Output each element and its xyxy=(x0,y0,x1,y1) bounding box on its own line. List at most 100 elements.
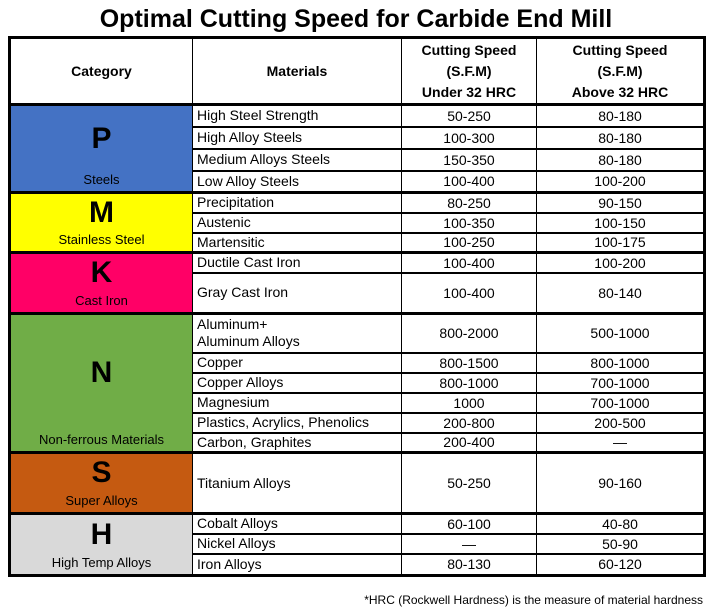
speed-under-32hrc-cell: 200-400 xyxy=(401,431,537,454)
speed-above-32hrc-cell: 80-140 xyxy=(536,271,705,315)
material-name-cell: Ductile Cast Iron xyxy=(192,251,402,274)
category-letter: P xyxy=(91,121,112,155)
speed-above-32hrc-cell: 80-180 xyxy=(536,125,705,150)
speed-above-32hrc-cell: 700-1000 xyxy=(536,371,705,394)
speed-under-32hrc-cell: 60-100 xyxy=(401,512,537,535)
table-row: P Steels High Steel Strength 50-250 80-180 xyxy=(9,103,705,194)
material-name-cell: Magnesium xyxy=(192,391,402,414)
table-row: Copper 800-1500 800-1000 xyxy=(10,351,705,374)
table-row: N Non-ferrous Materials Aluminum+ Aluminum… xyxy=(9,312,705,454)
category-letter: K xyxy=(90,256,113,289)
material-name-cell: Plastics, Acrylics, Phenolics xyxy=(192,411,402,434)
speed-under-32hrc-cell: 1000 xyxy=(401,391,537,414)
speed-above-32hrc-cell: 60-120 xyxy=(536,552,705,577)
speed-under-32hrc-cell: 50-250 xyxy=(401,451,537,515)
material-name-cell: High Alloy Steels xyxy=(192,125,402,150)
table-row: H High Temp Alloys Cobalt Alloys 60-100 40-8… xyxy=(9,512,705,577)
material-name-cell: Austenic xyxy=(192,211,402,234)
category-cell-n: N Non-ferrous Materials xyxy=(9,312,193,454)
table-row: Austenic 100-350 100-150 xyxy=(10,211,705,234)
material-name-cell: Medium Alloys Steels xyxy=(192,147,402,172)
material-name-cell: Gray Cast Iron xyxy=(192,271,402,315)
speed-under-32hrc-cell: 100-400 xyxy=(401,251,537,274)
table-row: Low Alloy Steels 100-400 100-200 xyxy=(10,169,705,194)
speed-above-32hrc-cell: 800-1000 xyxy=(536,351,705,374)
speed-above-32hrc-cell: 80-180 xyxy=(536,103,705,128)
speed-above-32hrc-cell: 90-160 xyxy=(536,451,705,515)
speed-under-32hrc-cell: 150-350 xyxy=(401,147,537,172)
category-cell-m: M Stainless Steel xyxy=(9,191,193,254)
category-name: Stainless Steel xyxy=(58,232,145,247)
table-row: Gray Cast Iron 100-400 80-140 xyxy=(10,271,705,315)
header-cell-materials: Materials xyxy=(192,36,402,106)
speed-under-32hrc-cell: 100-250 xyxy=(401,231,537,254)
page-title: Optimal Cutting Speed for Carbide End Mi… xyxy=(99,5,613,33)
table-row: High Alloy Steels 100-300 80-180 xyxy=(10,125,705,150)
table-row: Magnesium 1000 700-1000 xyxy=(10,391,705,414)
speed-above-32hrc-cell: 100-175 xyxy=(536,231,705,254)
cutting-speed-table: Category Materials Cutting Speed (S.F.M)… xyxy=(8,36,706,577)
material-name-cell: Titanium Alloys xyxy=(192,451,402,515)
category-letter: N xyxy=(90,356,113,389)
material-name-cell: Iron Alloys xyxy=(192,552,402,577)
speed-above-32hrc-cell: 200-500 xyxy=(536,411,705,434)
material-name-cell: High Steel Strength xyxy=(192,103,402,128)
header-cell-category: Category xyxy=(9,36,193,106)
speed-above-32hrc-cell: 80-180 xyxy=(536,147,705,172)
table-row: Plastics, Acrylics, Phenolics 200-800 200-… xyxy=(10,411,705,434)
material-name-cell: Copper xyxy=(192,351,402,374)
table-row: Martensitic 100-250 100-175 xyxy=(10,231,705,254)
speed-under-32hrc-cell: 100-400 xyxy=(401,169,537,194)
table-row: M Stainless Steel Precipitation 80-250 90-15… xyxy=(9,191,705,254)
category-name: High Temp Alloys xyxy=(51,555,152,570)
speed-under-32hrc-cell: 50-250 xyxy=(401,103,537,128)
category-name: Steels xyxy=(83,172,120,187)
speed-above-32hrc-cell: 700-1000 xyxy=(536,391,705,414)
category-name: Super Alloys xyxy=(65,493,138,508)
table-row: K Cast Iron Ductile Cast Iron 100-400 100-20… xyxy=(9,251,705,315)
speed-under-32hrc-cell: 100-350 xyxy=(401,211,537,234)
category-cell-s: S Super Alloys xyxy=(9,451,193,515)
table-row: Nickel Alloys —50-90 xyxy=(10,532,705,555)
speed-under-32hrc-cell: 800-2000 xyxy=(401,312,537,354)
table-row: Medium Alloys Steels 150-350 80-180 xyxy=(10,147,705,172)
category-letter: H xyxy=(90,517,113,551)
speed-under-32hrc-cell: — xyxy=(401,532,537,555)
speed-above-32hrc-cell: 100-200 xyxy=(536,251,705,274)
material-name-cell: Martensitic xyxy=(192,231,402,254)
category-cell-p: P Steels xyxy=(9,103,193,194)
header-cell-above-32hrc: Cutting Speed (S.F.M) Above 32 HRC xyxy=(536,36,705,106)
table-row: S Super Alloys Titanium Alloys 50-250 90-160 xyxy=(9,451,705,515)
material-name-cell: Precipitation xyxy=(192,191,402,214)
table-row: Iron Alloys 80-130 60-120 xyxy=(10,552,705,577)
material-name-cell: Low Alloy Steels xyxy=(192,169,402,194)
speed-above-32hrc-cell: 90-150 xyxy=(536,191,705,214)
speed-above-32hrc-cell: — xyxy=(536,431,705,454)
category-cell-h: H High Temp Alloys xyxy=(9,512,193,577)
speed-above-32hrc-cell: 100-200 xyxy=(536,169,705,194)
speed-under-32hrc-cell: 800-1000 xyxy=(401,371,537,394)
header-cell-under-32hrc: Cutting Speed (S.F.M) Under 32 HRC xyxy=(401,36,537,106)
speed-under-32hrc-cell: 80-130 xyxy=(401,552,537,577)
table-row: Carbon, Graphites 200-400— xyxy=(10,431,705,454)
table-body: P Steels High Steel Strength 50-250 80-180 Hi… xyxy=(9,103,705,577)
material-name-cell: Aluminum+ Aluminum Alloys xyxy=(192,312,402,354)
speed-under-32hrc-cell: 200-800 xyxy=(401,411,537,434)
category-letter: M xyxy=(89,195,114,229)
material-name-cell: Carbon, Graphites xyxy=(192,431,402,454)
speed-under-32hrc-cell: 100-400 xyxy=(401,271,537,315)
category-name: Cast Iron xyxy=(75,293,128,308)
speed-under-32hrc-cell: 800-1500 xyxy=(401,351,537,374)
material-name-cell: Cobalt Alloys xyxy=(192,512,402,535)
hrc-footnote: *HRC (Rockwell Hardness) is the measure … xyxy=(364,593,703,607)
speed-under-32hrc-cell: 100-300 xyxy=(401,125,537,150)
material-name-cell: Nickel Alloys xyxy=(192,532,402,555)
category-name: Non-ferrous Materials xyxy=(39,432,164,447)
table-row: Copper Alloys 800-1000 700-1000 xyxy=(10,371,705,394)
speed-under-32hrc-cell: 80-250 xyxy=(401,191,537,214)
material-name-cell: Copper Alloys xyxy=(192,371,402,394)
speed-above-32hrc-cell: 500-1000 xyxy=(536,312,705,354)
header-row: Category Materials Cutting Speed (S.F.M)… xyxy=(9,36,705,106)
speed-above-32hrc-cell: 100-150 xyxy=(536,211,705,234)
